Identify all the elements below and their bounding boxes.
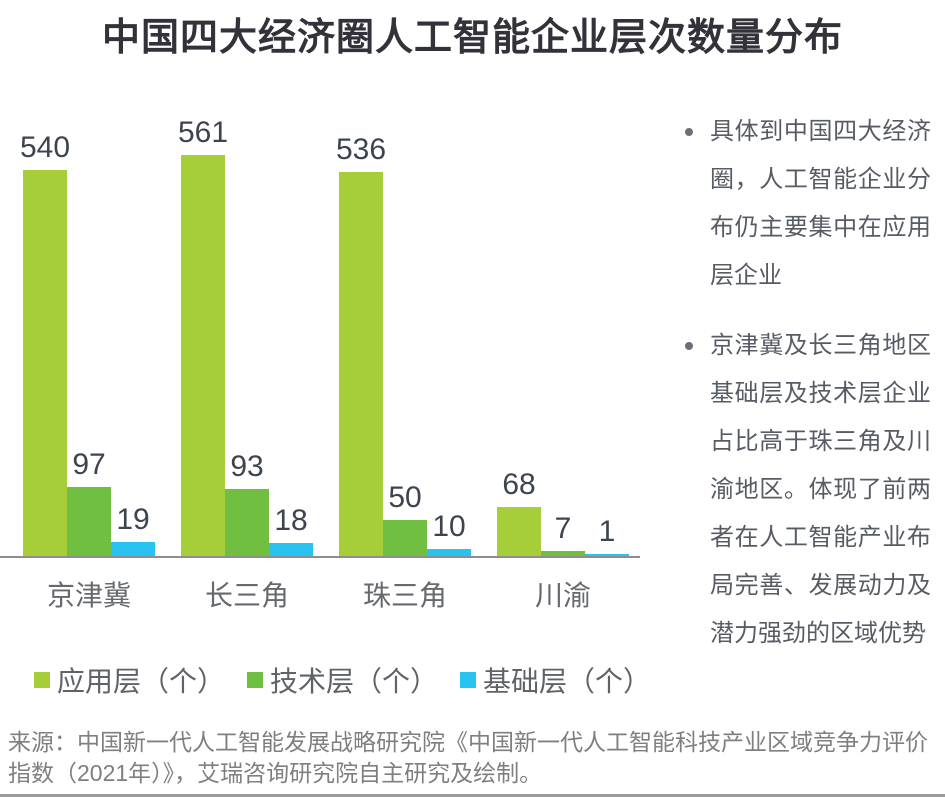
legend-label: 基础层（个）	[483, 666, 652, 697]
legend-label: 应用层（个）	[57, 666, 226, 697]
bar-column: 540	[19, 131, 71, 556]
bullet-icon	[668, 322, 710, 658]
bar	[23, 170, 67, 556]
bar	[339, 172, 383, 556]
bar-value-label: 7	[554, 512, 572, 545]
bar	[181, 155, 225, 556]
bar-value-label: 10	[432, 510, 466, 543]
bar-value-label: 1	[598, 515, 616, 548]
bar	[111, 542, 155, 556]
bar-value-label: 18	[274, 504, 308, 537]
legend-swatch	[34, 672, 50, 688]
footer-divider: 来源：中国新一代人工智能发展战略研究院《中国新一代人工智能科技产业区域竞争力评价…	[0, 727, 945, 797]
bar-value-label: 536	[335, 133, 387, 166]
report-figure: 中国四大经济圈人工智能企业层次数量分布 540 97 19 561 93 18 536 50 1…	[0, 14, 945, 797]
bar-group: 68 7 1	[497, 468, 629, 556]
legend: 应用层（个） 技术层（个） 基础层（个）	[0, 660, 662, 700]
legend-item: 应用层（个）	[34, 660, 225, 700]
bar-column: 68	[497, 468, 541, 556]
bullet-item: 具体到中国四大经济圈，人工智能企业分布仍主要集中在应用层企业	[668, 108, 931, 300]
bar-value-label: 540	[19, 131, 71, 164]
x-axis-label: 珠三角	[362, 580, 447, 611]
insights-panel: 具体到中国四大经济圈，人工智能企业分布仍主要集中在应用层企业 京津冀及长三角地区…	[662, 98, 945, 700]
bar-group: 536 50 10	[335, 133, 471, 556]
bar	[67, 487, 111, 556]
bar-value-label: 68	[502, 468, 536, 501]
main-content: 540 97 19 561 93 18 536 50 10 68 7 1 京津冀 长三角 珠三角 川渝 应用…	[0, 98, 945, 700]
bar	[585, 554, 629, 556]
bar-column: 10	[427, 510, 471, 556]
bar	[427, 549, 471, 556]
bar-value-label: 97	[72, 448, 106, 481]
bar-column: 1	[585, 515, 629, 556]
x-axis-label: 京津冀	[46, 580, 131, 611]
bar-column: 19	[111, 503, 155, 556]
bar-column: 536	[335, 133, 387, 556]
bar	[497, 507, 541, 556]
bar-column: 97	[67, 448, 111, 556]
bar-value-label: 93	[230, 450, 264, 483]
bar-column: 561	[177, 116, 229, 556]
x-axis-label: 长三角	[204, 580, 289, 611]
legend-swatch	[247, 672, 264, 688]
plot-area: 540 97 19 561 93 18 536 50 10 68 7 1	[0, 98, 640, 558]
bar-value-label: 50	[388, 481, 422, 514]
bar-group: 540 97 19	[19, 131, 155, 556]
legend-item: 基础层（个）	[460, 660, 651, 700]
x-axis-label: 川渝	[534, 580, 591, 611]
bar	[269, 543, 313, 556]
bar-column: 50	[383, 481, 427, 556]
bullet-item: 京津冀及长三角地区基础层及技术层企业占比高于珠三角及川渝地区。体现了前两者在人工…	[668, 322, 931, 658]
bar-group: 561 93 18	[177, 116, 313, 556]
source-note: 来源：中国新一代人工智能发展战略研究院《中国新一代人工智能科技产业区域竞争力评价…	[8, 729, 928, 786]
bar-value-label: 19	[116, 503, 150, 536]
bar-column: 7	[541, 512, 585, 556]
bullet-icon	[668, 108, 710, 300]
bullet-text: 具体到中国四大经济圈，人工智能企业分布仍主要集中在应用层企业	[710, 118, 931, 289]
page-title: 中国四大经济圈人工智能企业层次数量分布	[101, 17, 843, 59]
bar-chart: 540 97 19 561 93 18 536 50 10 68 7 1 京津冀 长三角 珠三角 川渝 应用…	[0, 98, 662, 700]
bar-column: 18	[269, 504, 313, 556]
bar	[541, 551, 585, 556]
bar	[383, 520, 427, 556]
bar-column: 93	[225, 450, 269, 556]
legend-swatch	[460, 672, 477, 688]
legend-label: 技术层（个）	[270, 666, 439, 697]
bullet-text: 京津冀及长三角地区基础层及技术层企业占比高于珠三角及川渝地区。体现了前两者在人工…	[710, 332, 931, 647]
bar	[225, 489, 269, 556]
bar-value-label: 561	[177, 116, 229, 149]
legend-item: 技术层（个）	[247, 660, 438, 700]
x-axis-labels: 京津冀 长三角 珠三角 川渝	[0, 574, 662, 614]
